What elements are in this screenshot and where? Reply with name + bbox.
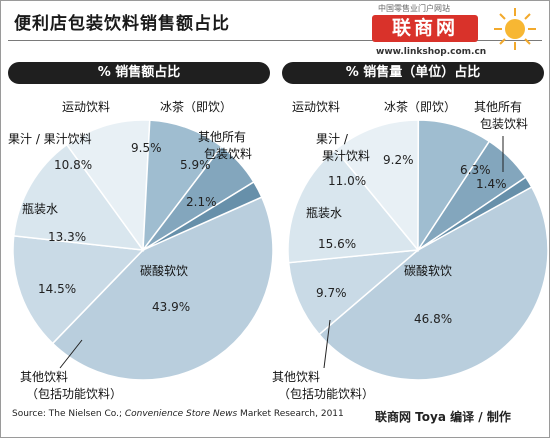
leader-lines xyxy=(59,136,504,369)
slice-label: 冰茶（即饮） xyxy=(384,100,457,114)
slice-value-label: 9.5% xyxy=(131,141,162,155)
leader-line xyxy=(323,319,331,369)
linkshop-logo: 联商网 xyxy=(372,15,478,42)
pie-slice xyxy=(12,235,145,345)
pie-slice xyxy=(142,180,263,251)
pie-slice xyxy=(12,143,145,251)
slice-label: 其他所有 包装饮料 xyxy=(198,130,253,161)
slice-label: 碳酸软饮 xyxy=(140,264,189,278)
credit-note: 联商网 Toya 编译 / 制作 xyxy=(375,410,511,424)
slice-value-label: 14.5% xyxy=(38,282,77,296)
pie-slice xyxy=(334,119,420,253)
slice-label: 瓶装水 xyxy=(22,202,59,216)
slice-label: 其他所有 包装饮料 xyxy=(474,100,529,131)
logo-tagline: 中国零售业门户网站 xyxy=(378,4,450,13)
slice-label: 碳酸软饮 xyxy=(404,264,453,278)
source-note: Source: The Nielsen Co.; Convenience Sto… xyxy=(12,409,344,419)
slice-value-label: 13.3% xyxy=(48,230,87,244)
logo-url: www.linkshop.com.cn xyxy=(376,47,487,57)
slice-value-label: 1.4% xyxy=(476,177,507,191)
right-chart-header: % 销售量（单位）占比 xyxy=(282,62,544,84)
sun-logo-icon xyxy=(494,8,536,50)
pie-slice xyxy=(318,185,549,381)
left-chart-header: % 销售额占比 xyxy=(8,62,270,84)
slice-value-label: 2.1% xyxy=(186,195,217,209)
slice-label: 运动饮料 xyxy=(292,100,341,114)
slice-label: 其他饮料 （包括功能饮料） xyxy=(20,370,123,401)
pie-slice xyxy=(65,119,151,253)
slice-value-label: 11.0% xyxy=(328,174,367,188)
pie-slice xyxy=(417,176,533,251)
slice-value-label: 43.9% xyxy=(152,300,191,314)
slice-label: 运动饮料 xyxy=(62,100,111,114)
pie-slice xyxy=(287,249,421,336)
pie-slice xyxy=(142,119,223,253)
slice-label: 瓶装水 xyxy=(306,206,343,220)
slice-value-label: 5.9% xyxy=(180,158,211,172)
slice-label: 果汁 / 果汁饮料 xyxy=(316,132,371,163)
slice-value-label: 9.7% xyxy=(316,286,347,300)
left-pie xyxy=(12,119,274,381)
leader-line xyxy=(59,339,83,369)
pie-slice xyxy=(287,148,420,264)
chart-title: 便利店包装饮料销售额占比 xyxy=(14,14,230,34)
slice-value-label: 9.2% xyxy=(383,153,414,167)
slice-label: 果汁 / 果汁饮料 xyxy=(8,132,92,146)
slice-value-label: 15.6% xyxy=(318,237,357,251)
title-divider xyxy=(8,40,542,41)
right-pie xyxy=(287,119,549,381)
pie-slice xyxy=(51,196,274,381)
slice-value-label: 6.3% xyxy=(460,163,491,177)
slice-value-label: 46.8% xyxy=(414,312,453,326)
slice-label: 其他饮料 （包括功能饮料） xyxy=(272,370,375,401)
slice-value-label: 10.8% xyxy=(54,158,93,172)
slice-label: 冰茶（即饮） xyxy=(160,100,233,114)
